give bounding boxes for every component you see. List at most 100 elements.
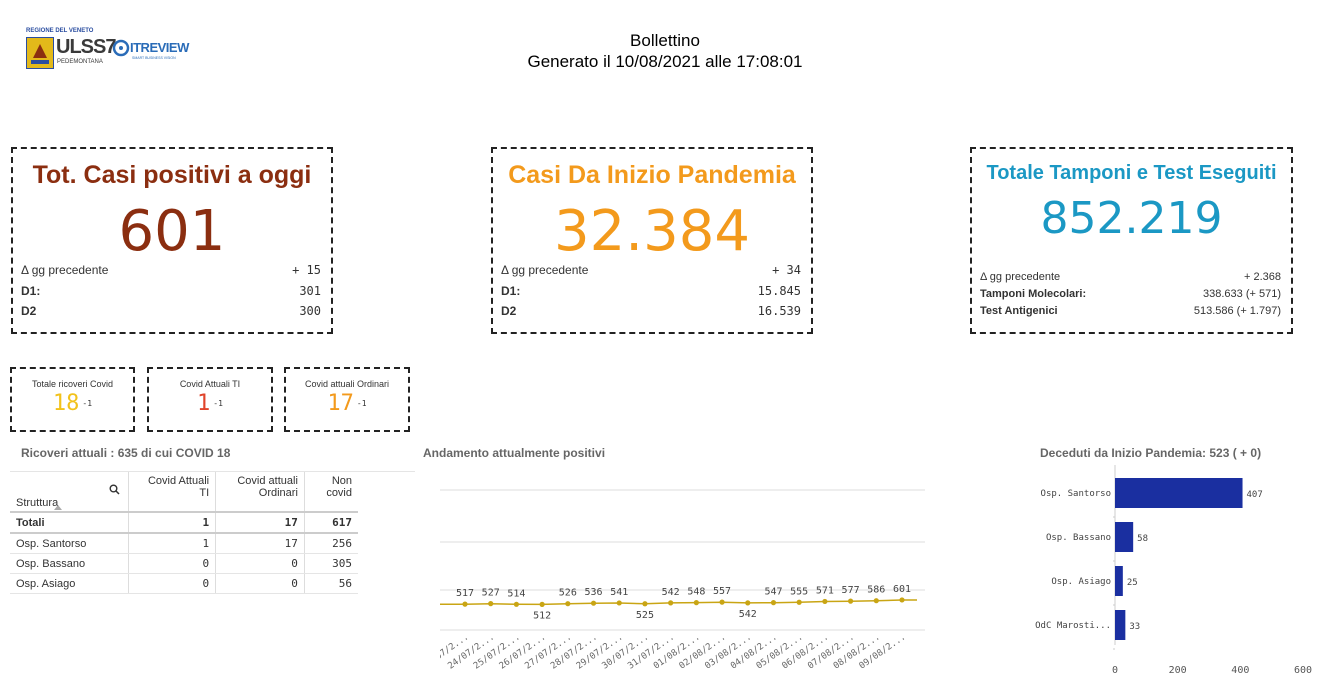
small-kpi-title: Totale ricoveri Covid bbox=[31, 379, 114, 389]
ricoveri-table: Struttura Covid Attuali TI Covid attuali… bbox=[10, 472, 358, 594]
d2-label: D2 bbox=[21, 304, 37, 318]
kpi-casi-positivi[interactable]: Tot. Casi positivi a oggi 601 Δ gg prece… bbox=[11, 147, 333, 334]
data-label: 512 bbox=[533, 610, 551, 621]
series-line bbox=[440, 599, 917, 606]
kpi-positivi-d1-row: D1: 301 bbox=[21, 284, 321, 298]
ricoveri-table-wrap: Struttura Covid Attuali TI Covid attuali… bbox=[10, 471, 415, 602]
table-cell: 0 bbox=[128, 553, 216, 574]
bar[interactable] bbox=[1115, 566, 1123, 596]
kpi-covid-ordinari[interactable]: Covid attuali Ordinari 17 -1 bbox=[284, 367, 410, 432]
d2-value: 300 bbox=[299, 304, 321, 318]
data-label: 601 bbox=[893, 584, 911, 595]
kpi-tamponi-delta-row: Δ gg precedente + 2.368 bbox=[980, 271, 1281, 283]
delta-value: + 34 bbox=[772, 263, 801, 277]
data-point[interactable] bbox=[745, 600, 751, 606]
sort-ascending-icon bbox=[54, 505, 62, 510]
data-label: 517 bbox=[456, 588, 474, 599]
kpi-tamponi-ant-row: Test Antigenici 513.586 (+ 1.797) bbox=[980, 305, 1281, 317]
table-cell: 0 bbox=[215, 553, 305, 574]
table-cell: 17 bbox=[215, 533, 305, 554]
data-point[interactable] bbox=[693, 600, 699, 606]
x-tick-label: 200 bbox=[1169, 665, 1187, 676]
itreview-logo-icon bbox=[112, 39, 130, 57]
delta-label: Δ gg precedente bbox=[980, 271, 1061, 283]
data-point[interactable] bbox=[899, 597, 905, 603]
kpi-pandemia-title: Casi Da Inizio Pandemia bbox=[508, 161, 796, 189]
data-point[interactable] bbox=[616, 600, 622, 606]
ulss-sub-text: PEDEMONTANA bbox=[57, 59, 103, 65]
y-category-label: Osp. Asiago bbox=[1051, 577, 1111, 587]
table-cell: 256 bbox=[303, 533, 358, 554]
data-point[interactable] bbox=[796, 599, 802, 605]
small-kpi-value-wrap: 18 -1 bbox=[12, 391, 133, 416]
small-kpi-value-wrap: 17 -1 bbox=[286, 391, 408, 416]
table-cell: Osp. Asiago bbox=[10, 573, 129, 594]
data-point[interactable] bbox=[847, 598, 854, 604]
x-tick-label: 0 bbox=[1112, 665, 1118, 676]
data-point[interactable] bbox=[822, 598, 828, 605]
kpi-positivi-title: Tot. Casi positivi a oggi bbox=[32, 161, 312, 189]
data-point[interactable] bbox=[873, 598, 879, 604]
generated-timestamp: Generato il 10/08/2021 alle 17:08:01 bbox=[527, 52, 803, 71]
bar[interactable] bbox=[1115, 610, 1126, 640]
data-point[interactable] bbox=[770, 600, 777, 606]
d1-value: 301 bbox=[299, 284, 321, 298]
x-tick-label: 400 bbox=[1231, 665, 1249, 676]
data-point[interactable] bbox=[565, 601, 571, 607]
delta-label: Δ gg precedente bbox=[501, 263, 589, 277]
kpi-totale-ricoveri[interactable]: Totale ricoveri Covid 18 -1 bbox=[10, 367, 135, 432]
data-label: 577 bbox=[842, 585, 860, 596]
molecolari-value: 338.633 (+ 571) bbox=[1203, 288, 1281, 300]
data-label: 536 bbox=[584, 587, 602, 598]
table-row[interactable]: Osp. Asiago 0 0 56 bbox=[10, 573, 358, 594]
data-label: 541 bbox=[610, 587, 628, 598]
kpi-pandemia-value: 32.384 bbox=[554, 199, 750, 264]
data-point[interactable] bbox=[668, 600, 674, 606]
data-point[interactable] bbox=[642, 601, 648, 607]
kpi-tamponi-title: Totale Tamponi e Test Eseguiti bbox=[986, 162, 1277, 184]
data-point[interactable] bbox=[513, 601, 520, 607]
table-row[interactable]: Osp. Bassano 0 0 305 bbox=[10, 553, 358, 574]
col-header-struttura[interactable]: Struttura bbox=[10, 472, 129, 513]
data-label: 525 bbox=[636, 610, 654, 621]
data-point[interactable] bbox=[719, 599, 725, 605]
deceduti-title: Deceduti da Inizio Pandemia: 523 ( + 0) bbox=[1040, 446, 1262, 460]
bar-value-label: 33 bbox=[1129, 622, 1140, 632]
region-veneto-text: REGIONE DEL VENETO bbox=[26, 28, 94, 34]
col-header-non-covid[interactable]: Non covid bbox=[303, 472, 358, 513]
data-label: 527 bbox=[482, 588, 500, 599]
data-label: 547 bbox=[764, 587, 782, 598]
data-point[interactable] bbox=[590, 600, 597, 606]
deceduti-bar-chart[interactable]: Osp. Santorso 407 Osp. Bassano 58 Osp. Asiag… bbox=[1030, 465, 1325, 690]
bar[interactable] bbox=[1115, 478, 1243, 508]
kpi-positivi-delta-row: Δ gg precedente + 15 bbox=[21, 263, 321, 277]
search-icon[interactable] bbox=[109, 484, 120, 498]
data-point[interactable] bbox=[539, 601, 545, 607]
data-point[interactable] bbox=[462, 601, 468, 607]
data-point[interactable] bbox=[488, 601, 494, 607]
x-tick-label: 600 bbox=[1294, 665, 1312, 676]
kpi-positivi-value: 601 bbox=[118, 199, 226, 264]
itreview-sub-text: SMART BUSINESS VISION bbox=[132, 56, 176, 60]
col-header-covid-ordinari[interactable]: Covid attuali Ordinari bbox=[215, 472, 305, 513]
data-label: 557 bbox=[713, 586, 731, 597]
y-category-label: OdC Marosti... bbox=[1035, 621, 1111, 631]
table-cell: 0 bbox=[215, 573, 305, 594]
delta-value: + 2.368 bbox=[1243, 271, 1281, 283]
table-header-row: Struttura Covid Attuali TI Covid attuali… bbox=[10, 472, 358, 513]
kpi-tamponi[interactable]: Totale Tamponi e Test Eseguiti 852.219 Δ… bbox=[970, 147, 1293, 334]
report-title: Bollettino bbox=[630, 31, 700, 50]
col-header-covid-ti[interactable]: Covid Attuali TI bbox=[128, 472, 216, 513]
kpi-covid-ti[interactable]: Covid Attuali TI 1 -1 bbox=[147, 367, 273, 432]
andamento-line-chart[interactable]: 517 527 514 512 526 536 541 525 542 548 557 542 547 5… bbox=[440, 480, 930, 692]
data-label: 542 bbox=[739, 609, 757, 620]
bar[interactable] bbox=[1115, 522, 1134, 552]
d1-label: D1: bbox=[21, 284, 41, 298]
bar-value-label: 407 bbox=[1247, 490, 1263, 500]
table-row[interactable]: Osp. Santorso 1 17 256 bbox=[10, 533, 358, 554]
kpi-pandemia-d1-row: D1: 15.845 bbox=[501, 284, 801, 298]
table-totals-row[interactable]: Totali 1 17 617 bbox=[10, 512, 358, 534]
small-kpi-value: 18 bbox=[52, 391, 80, 416]
table-cell: 617 bbox=[303, 512, 358, 534]
kpi-casi-pandemia[interactable]: Casi Da Inizio Pandemia 32.384 Δ gg prec… bbox=[491, 147, 813, 334]
